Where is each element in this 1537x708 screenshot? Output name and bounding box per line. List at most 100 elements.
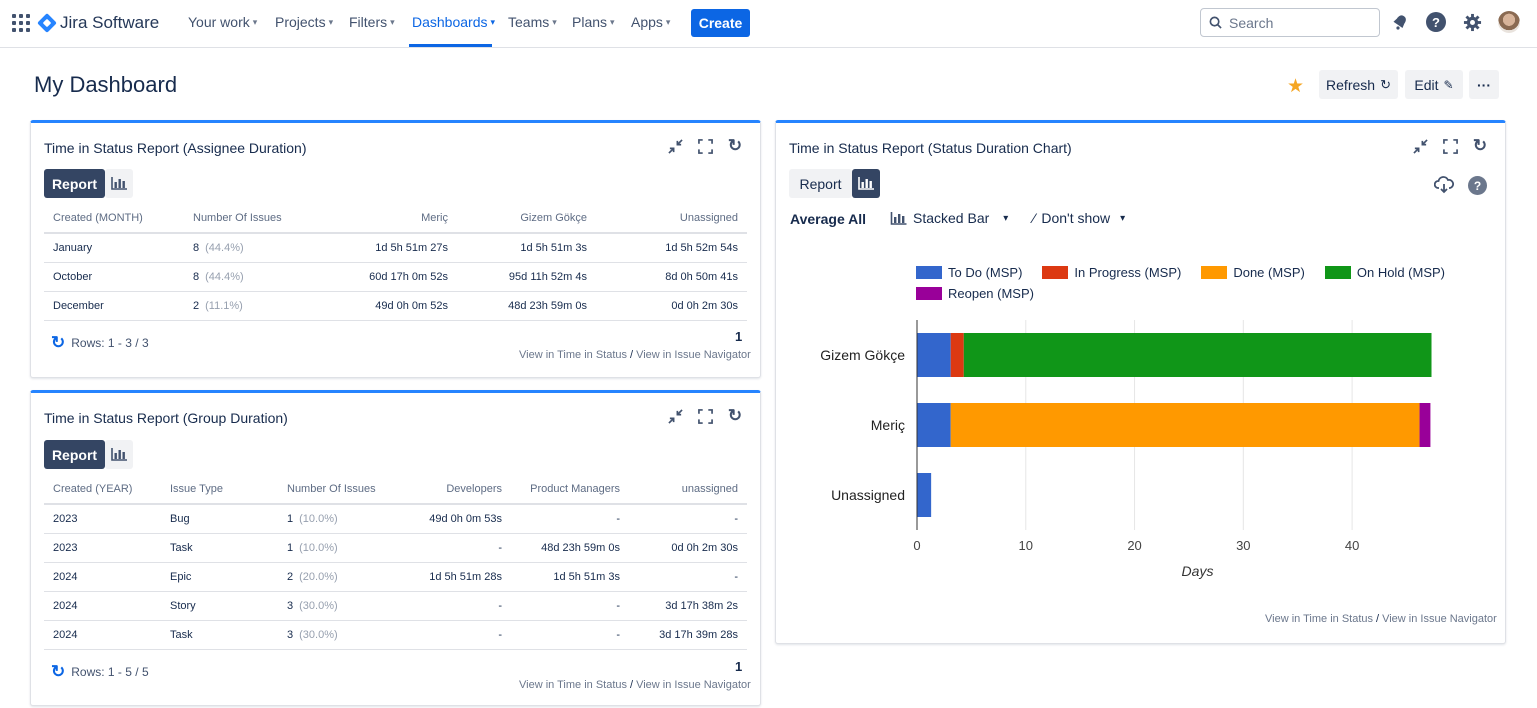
more-button[interactable]: ··· (1469, 70, 1499, 99)
refresh-icon[interactable]: ↻ (727, 406, 743, 425)
help-icon[interactable]: ? (1425, 11, 1447, 33)
refresh-icon[interactable]: ↻ (727, 136, 743, 155)
bar-segment[interactable] (917, 403, 951, 447)
nav-apps[interactable]: Apps ▾ (631, 14, 670, 30)
settings-icon[interactable] (1461, 11, 1483, 33)
product-name: Jira Software (60, 13, 160, 32)
avatar[interactable] (1498, 11, 1520, 33)
column-header[interactable]: Gizem Gökçe (457, 204, 596, 234)
legend-swatch (1042, 266, 1069, 279)
report-button[interactable]: Report (789, 169, 852, 198)
column-header[interactable]: Product Managers (511, 475, 629, 505)
gadget-links: View in Time in Status / View in Issue Nav… (1265, 613, 1497, 625)
notifications-icon[interactable] (1389, 11, 1411, 33)
minimize-icon[interactable] (1411, 137, 1429, 155)
bar-segment[interactable] (1419, 403, 1431, 447)
chart-type-dropdown[interactable]: Stacked Bar ▾ (890, 210, 1008, 226)
legend-item[interactable]: In Progress (MSP) (1042, 265, 1181, 280)
table-row: 2023 Bug 1 (10.0%) 49d 0h 0m 53s - - (44, 504, 747, 534)
issue-count[interactable]: 2 (193, 299, 200, 312)
view-in-time-in-status-link[interactable]: View in Time in Status (519, 349, 628, 361)
chart-view-button[interactable] (105, 169, 133, 198)
legend-item[interactable]: Done (MSP) (1201, 265, 1305, 280)
help-icon[interactable]: ? (1468, 176, 1487, 195)
refresh-icon[interactable]: ↻ (1472, 136, 1488, 155)
nav-plans[interactable]: Plans ▾ (572, 14, 615, 30)
column-header[interactable]: Number Of Issues (184, 204, 314, 234)
column-header[interactable]: Number Of Issues (278, 475, 390, 505)
issue-count[interactable]: 3 (287, 599, 294, 612)
chart-legend: To Do (MSP) In Progress (MSP) Done (MSP)… (916, 265, 1445, 280)
fullscreen-icon[interactable] (696, 407, 714, 425)
fullscreen-icon[interactable] (1441, 137, 1459, 155)
issue-count[interactable]: 8 (193, 270, 200, 283)
bar-segment[interactable] (917, 473, 932, 517)
view-in-time-in-status-link[interactable]: View in Time in Status (1265, 613, 1374, 625)
gadget-title: Time in Status Report (Status Duration C… (789, 140, 1072, 156)
table-cell: 1d 5h 51m 3s (511, 562, 629, 592)
fullscreen-icon[interactable] (696, 137, 714, 155)
cloud-download-icon[interactable] (1433, 176, 1454, 199)
legend-item[interactable]: To Do (MSP) (916, 265, 1022, 280)
table-cell: - (390, 591, 511, 621)
report-button[interactable]: Report (44, 440, 105, 469)
issue-count[interactable]: 8 (193, 241, 200, 254)
column-header[interactable]: Created (MONTH) (44, 204, 184, 234)
view-in-issue-navigator-link[interactable]: View in Issue Navigator (1382, 613, 1497, 625)
table-cell: 1d 5h 51m 28s (390, 562, 511, 592)
table-cell: 2023 (44, 504, 161, 534)
reload-icon[interactable]: ↻ (51, 662, 66, 681)
create-button[interactable]: Create (691, 9, 750, 37)
column-header[interactable]: Created (YEAR) (44, 475, 161, 505)
view-in-issue-navigator-link[interactable]: View in Issue Navigator (636, 679, 751, 691)
chart-view-button[interactable] (105, 440, 133, 469)
nav-teams[interactable]: Teams ▾ (508, 14, 557, 30)
reload-icon[interactable]: ↻ (51, 333, 66, 352)
chart-view-button[interactable] (852, 169, 880, 198)
x-tick-label: 40 (1345, 538, 1359, 553)
view-in-issue-navigator-link[interactable]: View in Issue Navigator (636, 349, 751, 361)
star-icon[interactable]: ★ (1287, 76, 1305, 97)
app-switcher-icon[interactable] (12, 14, 30, 32)
minimize-icon[interactable] (666, 137, 684, 155)
legend-item[interactable]: Reopen (MSP) (916, 286, 1034, 301)
column-header[interactable]: Unassigned (596, 204, 747, 234)
nav-projects[interactable]: Projects ▾ (275, 14, 333, 30)
column-header[interactable]: Developers (390, 475, 511, 505)
nav-your-work[interactable]: Your work ▾ (188, 14, 257, 30)
column-header[interactable]: unassigned (629, 475, 747, 505)
issue-count[interactable]: 1 (287, 512, 294, 525)
pencil-icon: ✎ (1443, 77, 1454, 92)
report-button[interactable]: Report (44, 169, 105, 198)
table-cell: - (629, 504, 747, 534)
rows-label: Rows: 1 - 5 / 5 (71, 665, 149, 679)
issue-count[interactable]: 3 (287, 628, 294, 641)
page-number[interactable]: 1 (735, 329, 743, 344)
bar-segment[interactable] (963, 333, 1432, 377)
column-header[interactable]: Meriç (314, 204, 457, 234)
column-header[interactable]: Issue Type (161, 475, 278, 505)
issue-count[interactable]: 1 (287, 541, 294, 554)
bar-segment[interactable] (950, 333, 964, 377)
page-number[interactable]: 1 (735, 659, 743, 674)
nav-dashboards[interactable]: Dashboards ▾ (412, 14, 495, 30)
show-values-dropdown[interactable]: ⁄ Don't show ▾ (1033, 210, 1125, 226)
x-tick-label: 10 (1019, 538, 1033, 553)
x-tick-label: 0 (913, 538, 920, 553)
search-input[interactable]: Search (1200, 8, 1380, 37)
legend-item[interactable]: On Hold (MSP) (1324, 265, 1445, 280)
issue-count[interactable]: 2 (287, 570, 294, 583)
bar-segment[interactable] (917, 333, 951, 377)
minimize-icon[interactable] (666, 407, 684, 425)
refresh-label: Refresh (1326, 76, 1376, 93)
view-in-time-in-status-link[interactable]: View in Time in Status (519, 679, 628, 691)
nav-filters[interactable]: Filters ▾ (349, 14, 395, 30)
gadget-title: Time in Status Report (Assignee Duration… (44, 140, 307, 156)
table-cell: 8d 0h 50m 41s (596, 262, 747, 292)
jira-logo-icon (37, 13, 57, 33)
refresh-button[interactable]: Refresh ↻ (1319, 70, 1398, 99)
jira-logo[interactable]: Jira Software (37, 12, 160, 34)
bar-chart-icon (111, 448, 127, 461)
bar-segment[interactable] (950, 403, 1420, 447)
edit-button[interactable]: Edit ✎ (1405, 70, 1463, 99)
